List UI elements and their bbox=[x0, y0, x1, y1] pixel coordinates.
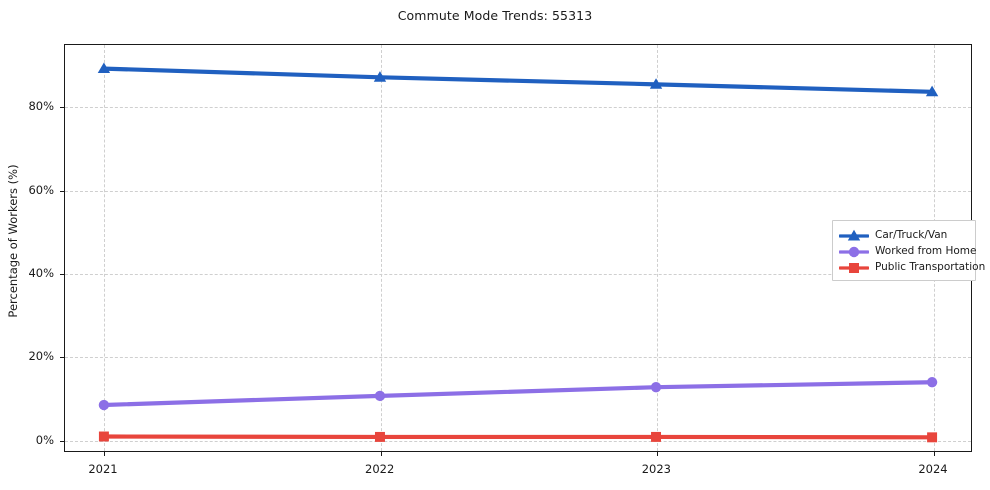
y-axis-label: Percentage of Workers (%) bbox=[6, 164, 20, 318]
x-tick-mark bbox=[934, 451, 935, 456]
gridline bbox=[657, 45, 659, 451]
legend-label: Public Transportation bbox=[875, 260, 986, 273]
y-tick-mark bbox=[60, 357, 65, 359]
series-car-truck-van bbox=[97, 62, 939, 97]
data-point bbox=[650, 382, 662, 393]
series-line bbox=[101, 66, 935, 94]
legend-swatch-car-truck-van bbox=[838, 228, 870, 242]
legend-label: Worked from Home bbox=[875, 244, 977, 257]
series-worked-from-home bbox=[98, 377, 938, 411]
legend-item[interactable]: Public Transportation bbox=[838, 259, 985, 274]
gridline bbox=[65, 273, 971, 275]
legend-item[interactable]: Car/Truck/Van bbox=[838, 227, 969, 242]
y-tick-label: 80% bbox=[28, 99, 54, 114]
y-tick-mark bbox=[60, 440, 65, 442]
legend-item[interactable]: Worked from Home bbox=[838, 243, 976, 258]
legend: Car/Truck/Van Worked from Home Public Tr… bbox=[832, 220, 985, 281]
gridline bbox=[104, 45, 105, 451]
y-tick-label: 60% bbox=[28, 182, 54, 197]
chart-title: Commute Mode Trends: 55313 bbox=[397, 8, 593, 23]
y-tick-mark bbox=[60, 107, 65, 109]
legend-label: Car/Truck/Van bbox=[875, 228, 948, 241]
y-tick-label: 20% bbox=[28, 349, 54, 364]
x-tick-mark bbox=[380, 451, 382, 456]
x-tick-label: 2022 bbox=[365, 462, 395, 476]
gridline bbox=[65, 190, 971, 192]
gridline bbox=[65, 107, 971, 109]
y-tick-mark bbox=[60, 273, 65, 275]
y-tick-label: 40% bbox=[28, 265, 54, 280]
x-tick-label: 2023 bbox=[641, 462, 671, 476]
data-point bbox=[925, 85, 939, 97]
series-line bbox=[101, 434, 935, 440]
y-tick-mark bbox=[60, 190, 65, 192]
data-point bbox=[926, 377, 938, 388]
y-tick-label: 0% bbox=[35, 432, 54, 447]
gridline bbox=[65, 357, 971, 359]
x-tick-label: 2024 bbox=[918, 462, 948, 476]
series-line bbox=[101, 380, 935, 408]
legend-swatch-worked-from-home bbox=[838, 244, 870, 258]
x-tick-mark bbox=[104, 451, 105, 456]
x-tick-mark bbox=[657, 451, 659, 456]
gridline bbox=[65, 440, 971, 442]
data-point bbox=[649, 78, 663, 89]
legend-swatch-public-transportation bbox=[838, 260, 870, 274]
gridline bbox=[380, 45, 382, 451]
x-tick-label: 2021 bbox=[88, 462, 118, 476]
